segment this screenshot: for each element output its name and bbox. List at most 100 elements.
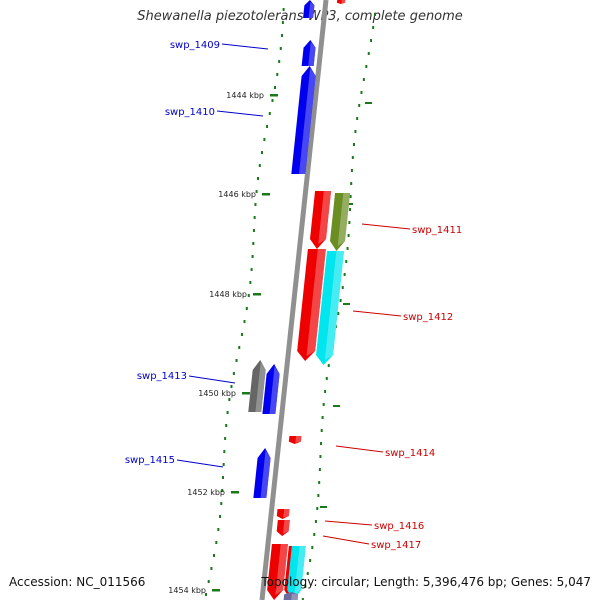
gc-dot: [317, 494, 320, 497]
gene-label-swp_1411[interactable]: swp_1411: [412, 225, 462, 236]
gene-swp_1413: [248, 360, 266, 412]
leader-line: [176, 459, 224, 468]
gene-label-swp_1417[interactable]: swp_1417: [371, 540, 421, 551]
gene-label-swp_1413[interactable]: swp_1413: [137, 371, 187, 382]
gc-dot: [321, 416, 324, 419]
gc-dot: [271, 99, 274, 102]
gc-dot: [222, 476, 225, 479]
gc-dot: [324, 390, 327, 393]
gc-dot: [228, 398, 231, 401]
gc-skew-track: [204, 8, 377, 600]
gene-label-swp_1414[interactable]: swp_1414: [385, 448, 435, 459]
gc-dot: [301, 598, 304, 600]
gc-dot: [276, 73, 279, 76]
gene-unlabeled: [267, 544, 288, 600]
gc-dot: [249, 281, 252, 284]
gc-dot: [327, 364, 330, 367]
kbp-tick-mark: [231, 491, 239, 494]
gc-dot: [349, 208, 352, 211]
gene-label-swp_1415[interactable]: swp_1415: [125, 455, 175, 466]
gc-dot: [212, 554, 215, 557]
gene-label-swp_1412[interactable]: swp_1412: [403, 312, 453, 323]
gc-dot: [350, 182, 353, 185]
gc-dot: [316, 507, 319, 510]
gene-label-swp_1416[interactable]: swp_1416: [374, 521, 424, 532]
gc-dot: [240, 333, 243, 336]
gene-highlight: [306, 249, 326, 356]
gc-dot: [224, 437, 227, 440]
gc-dot: [274, 86, 277, 89]
gc-dot: [351, 156, 354, 159]
gc-dash: [333, 405, 340, 407]
gc-dot: [235, 359, 238, 362]
kbp-tick-mark: [242, 392, 250, 395]
gc-dot: [320, 442, 323, 445]
gc-dot: [365, 65, 368, 68]
gc-dot: [318, 468, 321, 471]
gc-dot: [304, 585, 307, 588]
leader-line: [216, 110, 264, 117]
gene-highlight: [308, 2, 315, 18]
gc-dot: [322, 403, 325, 406]
gene-swp_1410: [291, 66, 316, 174]
gc-dot: [350, 169, 353, 172]
gene-unlabeled: [262, 364, 280, 414]
gc-dot: [221, 489, 224, 492]
gc-dot: [230, 385, 233, 388]
kbp-tick-mark: [212, 589, 220, 592]
kbp-tick-mark: [262, 193, 270, 196]
gene-unlabeled: [310, 191, 332, 249]
kbp-tick-label: 1450 kbp: [198, 389, 236, 398]
gene-highlight: [299, 68, 316, 174]
leader-line: [322, 535, 370, 545]
gc-dot: [337, 312, 340, 315]
gc-dot: [256, 177, 259, 180]
kbp-tick-mark: [270, 94, 278, 97]
gene-highlight: [283, 509, 290, 518]
kbp-tick-label: 1448 kbp: [209, 290, 247, 299]
gc-dot: [222, 463, 225, 466]
gc-dot: [255, 190, 258, 193]
leader-line: [361, 223, 411, 230]
gc-dot: [260, 151, 263, 154]
gene-unlabeled: [336, 0, 346, 4]
gc-dot: [254, 203, 257, 206]
gc-dot: [320, 429, 323, 432]
gc-dot: [346, 247, 349, 250]
gc-dot: [258, 164, 261, 167]
gc-dot: [313, 533, 316, 536]
leader-line: [324, 520, 373, 526]
gene-highlight: [295, 436, 302, 443]
gc-dot: [318, 481, 321, 484]
gene-label-swp_1409[interactable]: swp_1409: [170, 40, 220, 51]
kbp-tick-track: 1444 kbp 1446 kbp 1448 kbp 1450 kbp 1452 kbp…: [168, 91, 278, 595]
gc-dot: [218, 515, 221, 518]
gene-unlabeled: [283, 592, 299, 600]
gc-dot: [345, 260, 348, 263]
gc-dot: [225, 424, 228, 427]
gene-label-swp_1410[interactable]: swp_1410: [165, 107, 215, 118]
gc-dot: [325, 377, 328, 380]
gc-dot: [226, 411, 229, 414]
kbp-tick-label: 1444 kbp: [226, 91, 264, 100]
gc-dot: [354, 130, 357, 133]
gc-dot: [250, 268, 253, 271]
gene-highlight: [260, 450, 271, 498]
gene-swp_1412: [316, 251, 344, 365]
gene-swp_1416: [276, 520, 290, 536]
gene-highlight: [318, 191, 332, 244]
kbp-tick-label: 1446 kbp: [218, 190, 256, 199]
gene-highlight: [308, 42, 316, 66]
gc-dot: [311, 546, 314, 549]
genome-backbone: [259, 0, 329, 600]
gc-dot: [372, 26, 375, 29]
gc-dot: [367, 52, 370, 55]
gene-unlabeled: [287, 546, 306, 600]
gc-dot: [356, 117, 359, 120]
gc-dot: [306, 572, 309, 575]
gc-dot: [343, 273, 346, 276]
gene-highlight: [341, 0, 346, 4]
gc-dot: [238, 346, 241, 349]
gc-dash: [365, 102, 372, 104]
